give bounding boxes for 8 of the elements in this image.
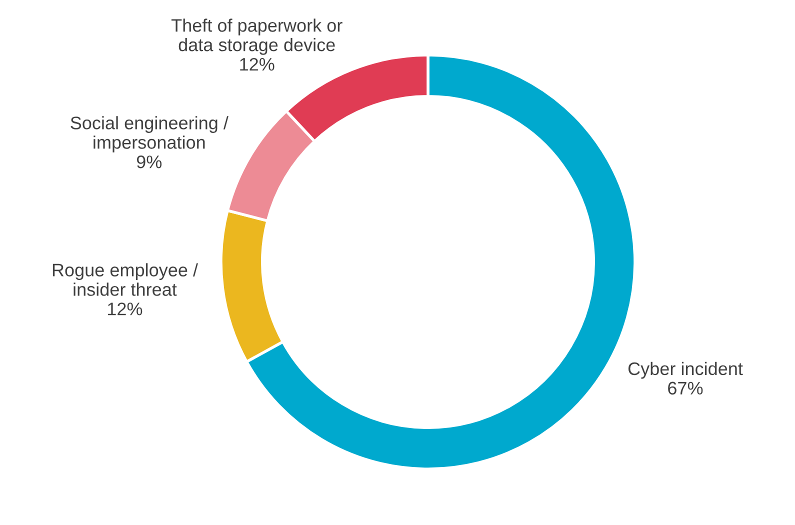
slice-label: Cyber incident (628, 362, 743, 379)
slice-label: Theft of paperwork or data storage device (171, 18, 342, 55)
data-label: 12% (240, 58, 274, 71)
slice-label: Rogue employee / insider threat (52, 263, 198, 296)
data-label: 67% (668, 382, 703, 395)
slice-label: Social engineering / impersonation (70, 116, 228, 152)
data-label: 9% (136, 155, 162, 168)
data-label: 12% (108, 302, 142, 316)
